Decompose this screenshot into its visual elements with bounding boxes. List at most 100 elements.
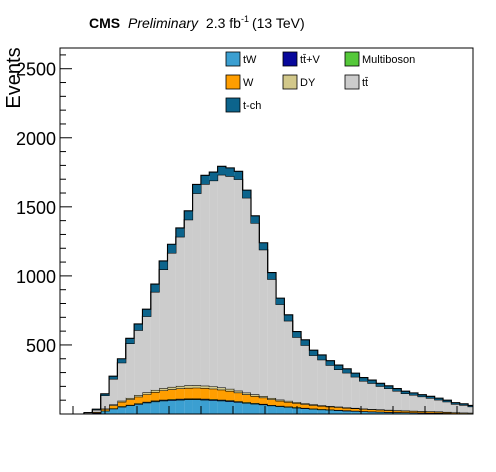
bar-tch-7 [142, 309, 150, 316]
bar-ttbar-34 [368, 383, 376, 409]
legend-item-ttbar: tt̄ [345, 75, 368, 89]
bar-tW-29 [326, 410, 334, 414]
bar-tW-8 [151, 402, 159, 414]
bar-tW-27 [309, 409, 317, 414]
legend-label-multiboson: Multiboson [362, 54, 415, 66]
bar-tW-23 [276, 406, 284, 414]
y-tick-label-1500: 1500 [16, 198, 56, 218]
bar-tW-11 [176, 400, 184, 414]
bar-ttbar-41 [426, 398, 434, 411]
bar-W-15 [209, 389, 217, 400]
legend-item-ttV: tt̄+V [283, 52, 321, 66]
bar-tch-29 [326, 361, 334, 366]
bar-ttbar-26 [301, 345, 309, 403]
bar-tch-8 [151, 284, 159, 292]
bar-ttbar-5 [126, 343, 134, 398]
bar-ttbar-27 [309, 355, 317, 404]
bar-ttbar-14 [201, 184, 209, 386]
bar-ttbar-13 [193, 193, 201, 385]
bar-W-11 [176, 388, 184, 398]
legend-item-tch: t-ch [226, 98, 261, 112]
legend-item-multiboson: Multiboson [345, 52, 415, 66]
header-lumi: 2.3 fb [206, 15, 241, 31]
bar-ttbar-37 [393, 391, 401, 410]
bar-tch-12 [184, 211, 192, 220]
header-energy: (13 TeV) [252, 15, 305, 31]
bar-ttbar-7 [142, 316, 150, 392]
bar-W-18 [234, 393, 242, 402]
bar-tch-10 [168, 244, 176, 253]
bar-tch-27 [309, 350, 317, 355]
bar-tch-17 [226, 168, 234, 176]
bar-W-4 [117, 402, 125, 406]
bar-W-24 [284, 402, 292, 407]
y-tick-label-1000: 1000 [16, 267, 56, 287]
bar-tW-3 [109, 409, 117, 414]
bar-tch-28 [318, 355, 326, 360]
bar-W-19 [243, 394, 251, 402]
legend-swatch-tW [226, 52, 240, 66]
bar-tW-6 [134, 404, 142, 414]
bar-tch-5 [126, 338, 134, 343]
bar-W-14 [201, 388, 209, 399]
header-lumi-exponent: -1 [241, 14, 249, 24]
bar-tW-24 [284, 407, 292, 414]
bar-ttbar-43 [443, 402, 451, 412]
bar-ttbar-16 [218, 175, 226, 388]
bar-ttbar-35 [376, 386, 384, 409]
bar-tch-13 [193, 184, 201, 193]
bar-tch-21 [259, 243, 267, 250]
bar-ttbar-33 [360, 381, 368, 409]
bar-tW-20 [251, 404, 259, 414]
legend-swatch-tch [226, 98, 240, 112]
bar-ttbar-29 [326, 365, 334, 406]
bar-tch-30 [335, 365, 343, 369]
bar-ttbar-4 [117, 363, 125, 401]
histogram-bars [84, 166, 473, 414]
bar-tch-22 [268, 273, 276, 280]
bar-tW-12 [184, 400, 192, 415]
bar-tW-15 [209, 400, 217, 414]
bar-ttbar-30 [335, 369, 343, 406]
bar-ttbar-23 [276, 304, 284, 399]
bar-tch-18 [234, 171, 242, 179]
bar-tch-19 [243, 190, 251, 198]
bar-ttbar-36 [385, 388, 393, 409]
bar-tW-16 [218, 401, 226, 414]
bar-ttbar-6 [134, 330, 142, 395]
legend-item-DY: DY [283, 75, 316, 89]
bar-ttbar-31 [343, 373, 351, 408]
legend-swatch-ttbar [345, 75, 359, 89]
bar-W-5 [126, 399, 134, 405]
y-tick-label-2000: 2000 [16, 129, 56, 149]
bar-tch-14 [201, 175, 209, 184]
bar-tW-4 [117, 407, 125, 414]
legend-swatch-ttV [283, 52, 297, 66]
bar-tW-5 [126, 405, 134, 414]
bar-tW-13 [193, 400, 201, 415]
bar-W-13 [193, 388, 201, 399]
bar-W-23 [276, 401, 284, 406]
bar-tW-26 [301, 408, 309, 414]
bar-W-7 [142, 394, 150, 402]
y-tick-label-500: 500 [26, 336, 56, 356]
bar-tch-32 [351, 373, 359, 377]
bar-ttbar-46 [468, 407, 473, 413]
legend-label-ttbar: tt̄ [362, 77, 368, 89]
bar-tch-9 [159, 261, 167, 269]
bar-ttbar-11 [176, 237, 184, 386]
bar-tW-14 [201, 400, 209, 414]
bar-tch-16 [218, 166, 226, 174]
bar-ttbar-24 [284, 321, 292, 401]
legend-label-tch: t-ch [243, 100, 261, 112]
bar-ttbar-21 [259, 250, 267, 396]
bar-tch-24 [284, 315, 292, 321]
bar-tch-20 [251, 216, 259, 223]
bar-ttbar-10 [168, 253, 176, 387]
bar-W-17 [226, 391, 234, 400]
bar-tch-4 [117, 359, 125, 363]
bar-tW-18 [234, 402, 242, 414]
bar-ttbar-22 [268, 279, 276, 398]
legend: tW tt̄+V MultibosonW DY tt̄t-ch [226, 52, 415, 112]
